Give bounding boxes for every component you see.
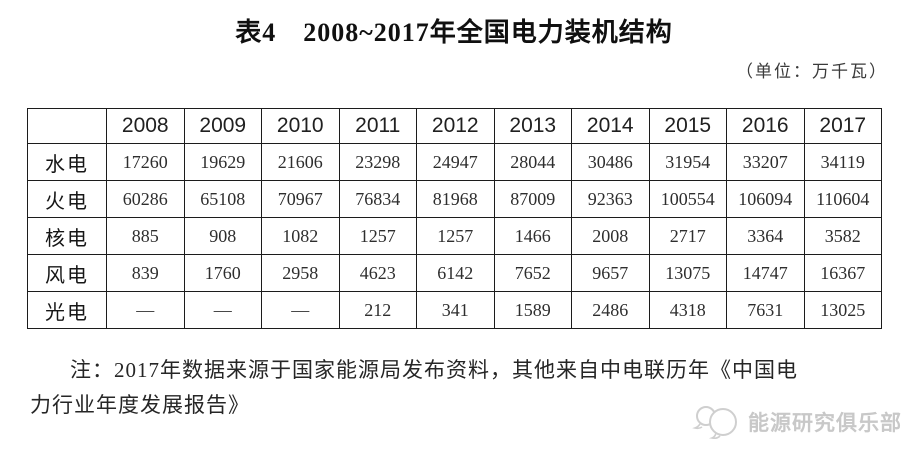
value-cell: 92363 (571, 180, 650, 218)
value-cell: 3582 (803, 217, 882, 255)
value-cell: 31954 (648, 143, 727, 181)
value-cell: 60286 (106, 180, 185, 218)
table-row: 核电 885 908 1082 1257 1257 1466 2008 2717 3364 3582 (27, 217, 882, 255)
table-row: 风电 839 1760 2958 4623 6142 7652 9657 13075 14747 1… (27, 254, 882, 292)
value-cell: — (106, 291, 185, 329)
corner-cell (27, 108, 107, 144)
value-cell: 19629 (183, 143, 262, 181)
value-cell: — (183, 291, 262, 329)
row-label: 核电 (27, 217, 107, 255)
unit-note: （单位：万千瓦） (736, 62, 888, 81)
value-cell: 110604 (803, 180, 882, 218)
value-cell: 7652 (493, 254, 572, 292)
note-line-2: 力行业年度发展报告》 (30, 393, 250, 417)
value-cell: 17260 (106, 143, 185, 181)
table-title: 表4 2008~2017年全国电力装机结构 (235, 18, 673, 47)
value-cell: 4318 (648, 291, 727, 329)
watermark: 能源研究俱乐部 (692, 403, 902, 441)
value-cell: 16367 (803, 254, 882, 292)
value-cell: 106094 (726, 180, 805, 218)
value-cell: 1257 (416, 217, 495, 255)
value-cell: — (261, 291, 340, 329)
value-cell: 33207 (726, 143, 805, 181)
value-cell: 3364 (726, 217, 805, 255)
value-cell: 2958 (261, 254, 340, 292)
year-header: 2008 (106, 108, 185, 144)
value-cell: 212 (338, 291, 417, 329)
value-cell: 13075 (648, 254, 727, 292)
year-header: 2015 (648, 108, 727, 144)
year-header: 2012 (416, 108, 495, 144)
row-label: 火电 (27, 180, 107, 218)
value-cell: 24947 (416, 143, 495, 181)
year-header: 2017 (803, 108, 882, 144)
value-cell: 87009 (493, 180, 572, 218)
value-cell: 7631 (726, 291, 805, 329)
year-header: 2009 (183, 108, 262, 144)
year-header: 2011 (338, 108, 417, 144)
speech-bubbles-logo-icon (692, 403, 744, 441)
value-cell: 1589 (493, 291, 572, 329)
row-label: 光电 (27, 291, 107, 329)
value-cell: 28044 (493, 143, 572, 181)
value-cell: 6142 (416, 254, 495, 292)
value-cell: 2717 (648, 217, 727, 255)
value-cell: 70967 (261, 180, 340, 218)
value-cell: 839 (106, 254, 185, 292)
value-cell: 1082 (261, 217, 340, 255)
value-cell: 34119 (803, 143, 882, 181)
table-row: 火电 60286 65108 70967 76834 81968 87009 92363 100… (27, 180, 882, 218)
year-header: 2016 (726, 108, 805, 144)
row-label: 风电 (27, 254, 107, 292)
table-header: 2008 2009 2010 2011 2012 2013 2014 2015 2016 2017 (27, 108, 882, 144)
value-cell: 1466 (493, 217, 572, 255)
value-cell: 14747 (726, 254, 805, 292)
value-cell: 23298 (338, 143, 417, 181)
value-cell: 76834 (338, 180, 417, 218)
value-cell: 341 (416, 291, 495, 329)
value-cell: 9657 (571, 254, 650, 292)
note-line-1: 注：2017年数据来源于国家能源局发布资料，其他来自中电联历年《中国电 (70, 358, 798, 382)
value-cell: 65108 (183, 180, 262, 218)
value-cell: 2008 (571, 217, 650, 255)
value-cell: 2486 (571, 291, 650, 329)
value-cell: 1760 (183, 254, 262, 292)
watermark-label: 能源研究俱乐部 (748, 412, 902, 435)
value-cell: 4623 (338, 254, 417, 292)
value-cell: 13025 (803, 291, 882, 329)
year-header: 2013 (493, 108, 572, 144)
value-cell: 81968 (416, 180, 495, 218)
value-cell: 1257 (338, 217, 417, 255)
header-row: 2008 2009 2010 2011 2012 2013 2014 2015 2016 2017 (27, 108, 882, 144)
value-cell: 30486 (571, 143, 650, 181)
table-row: 光电 — — —212 341 1589 2486 4318 7631 13025 (27, 291, 882, 329)
value-cell: 21606 (261, 143, 340, 181)
year-header: 2010 (261, 108, 340, 144)
table-row: 水电 17260 19629 21606 23298 24947 28044 30486 319… (27, 143, 882, 181)
value-cell: 885 (106, 217, 185, 255)
value-cell: 908 (183, 217, 262, 255)
value-cell: 100554 (648, 180, 727, 218)
source-note: 注：2017年数据来源于国家能源局发布资料，其他来自中电联历年《中国电 力行业年… (30, 360, 798, 416)
table-body: 水电 17260 19629 21606 23298 24947 28044 30486 319… (27, 143, 882, 329)
row-label: 水电 (27, 143, 107, 181)
year-header: 2014 (571, 108, 650, 144)
power-capacity-table: 2008 2009 2010 2011 2012 2013 2014 2015 2016 2017… (27, 108, 882, 329)
